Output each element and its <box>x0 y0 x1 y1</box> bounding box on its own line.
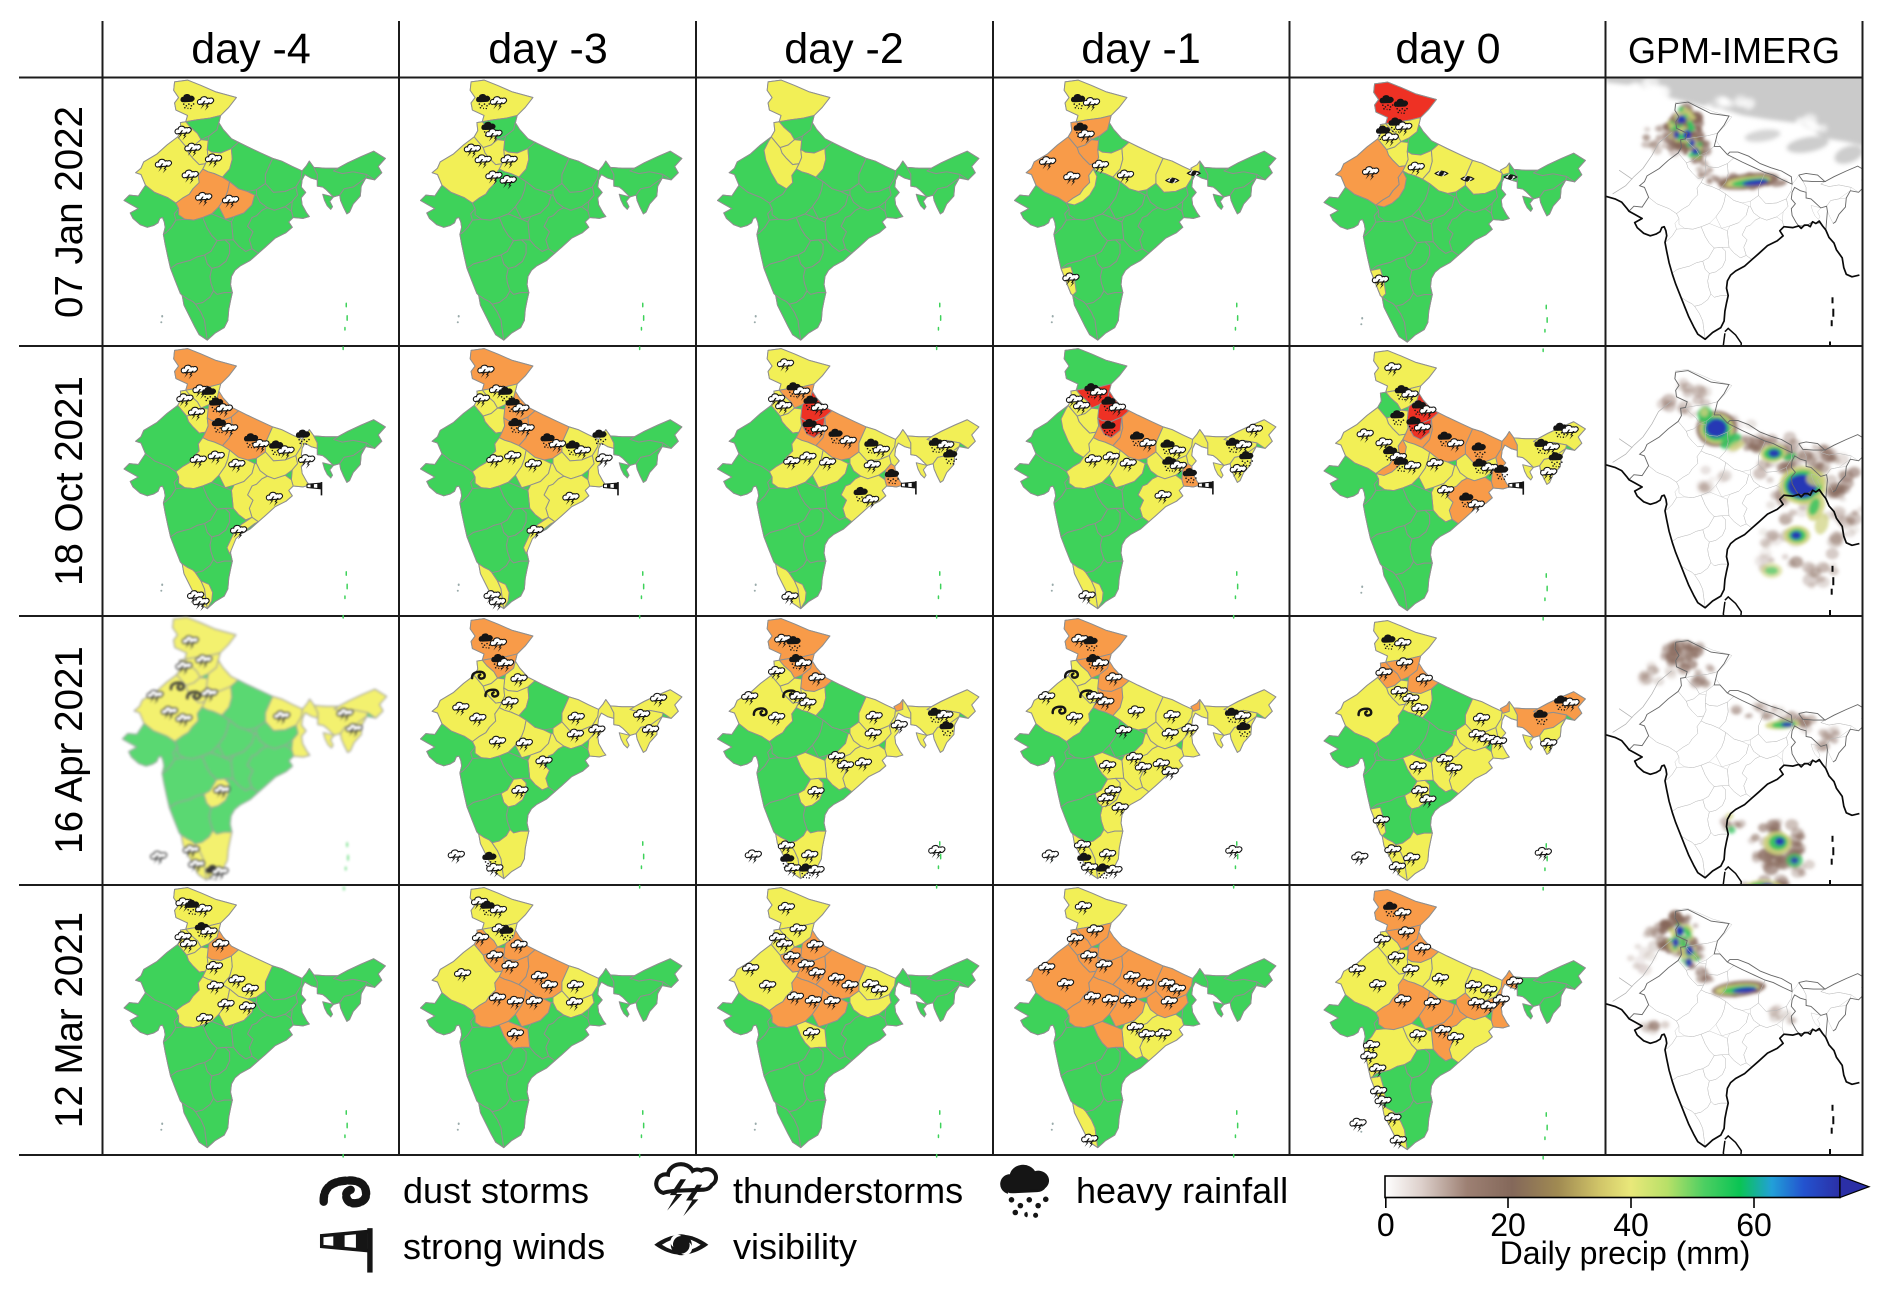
svg-text:0: 0 <box>1377 1207 1395 1243</box>
svg-text:day -2: day -2 <box>784 25 904 73</box>
svg-text:60: 60 <box>1736 1207 1772 1243</box>
svg-text:16 Apr 2021: 16 Apr 2021 <box>48 646 91 854</box>
svg-text:Daily precip (mm): Daily precip (mm) <box>1500 1235 1751 1271</box>
svg-text:07 Jan 2022: 07 Jan 2022 <box>48 106 91 318</box>
svg-text:thunderstorms: thunderstorms <box>733 1170 963 1211</box>
svg-text:18 Oct 2021: 18 Oct 2021 <box>48 376 91 586</box>
svg-text:visibility: visibility <box>733 1226 857 1267</box>
svg-text:12 Mar 2021: 12 Mar 2021 <box>48 912 91 1128</box>
svg-text:40: 40 <box>1613 1207 1649 1243</box>
svg-text:dust storms: dust storms <box>403 1170 589 1211</box>
svg-text:day -4: day -4 <box>191 25 311 73</box>
svg-text:day -3: day -3 <box>488 25 608 73</box>
svg-text:strong winds: strong winds <box>403 1226 605 1267</box>
svg-text:day 0: day 0 <box>1395 25 1500 73</box>
svg-text:day -1: day -1 <box>1081 25 1201 73</box>
svg-text:heavy rainfall: heavy rainfall <box>1076 1170 1288 1211</box>
svg-text:20: 20 <box>1490 1207 1526 1243</box>
svg-text:GPM-IMERG: GPM-IMERG <box>1628 30 1840 71</box>
